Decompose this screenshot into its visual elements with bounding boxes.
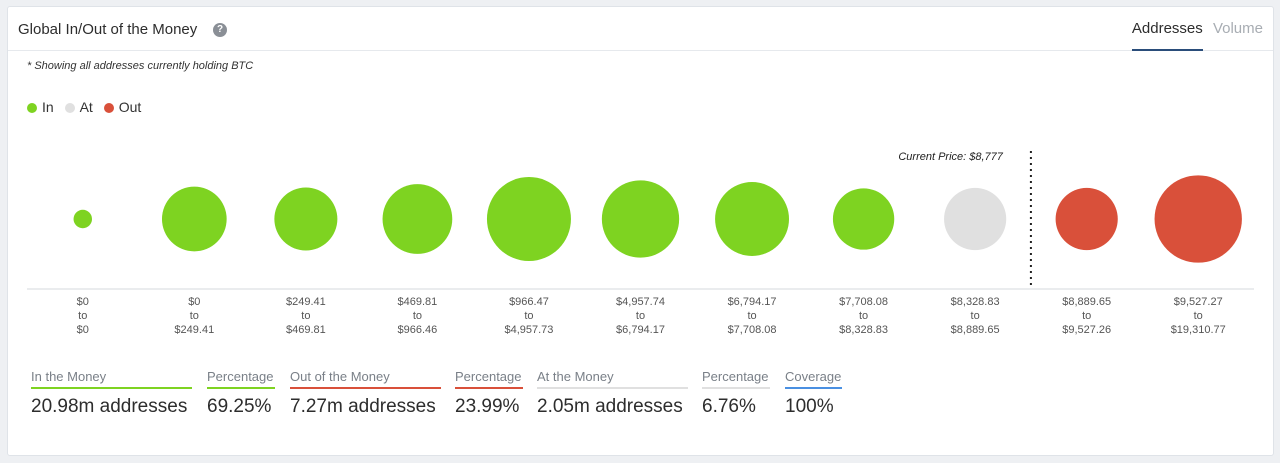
- summary-in-value: 20.98m addresses: [31, 396, 188, 417]
- legend-out-dot: [103, 103, 114, 113]
- summary-coverage: Coverage 100%: [785, 369, 842, 418]
- bubble-in[interactable]: [382, 184, 453, 254]
- legend-at-dot: [64, 103, 75, 113]
- summary-out-pct-value: 23.99%: [455, 396, 520, 417]
- x-tick-label: $0: [188, 296, 200, 308]
- bubble-out[interactable]: [1055, 187, 1118, 251]
- summary-at-value: 2.05m addresses: [537, 396, 683, 417]
- bubble-in[interactable]: [832, 188, 895, 250]
- x-tick-label: $8,889.65: [951, 324, 1000, 336]
- summary-out-pct-label: Percentage: [455, 369, 523, 389]
- x-tick-label: $0: [77, 296, 89, 308]
- x-tick-label: to: [190, 310, 199, 322]
- x-tick-label: $966.47: [509, 296, 549, 308]
- x-tick-label: to: [301, 310, 310, 322]
- summary-out-label: Out of the Money: [290, 369, 441, 389]
- summary-coverage-value: 100%: [785, 396, 834, 417]
- card-header: Global In/Out of the Money ? Addresses V…: [8, 7, 1273, 51]
- summary-at-pct-label: Percentage: [702, 369, 770, 389]
- summary-at-label: At the Money: [537, 369, 688, 389]
- x-tick-label: to: [1194, 310, 1203, 322]
- card-title: Global In/Out of the Money: [18, 21, 198, 38]
- question-circle-icon[interactable]: ?: [213, 23, 227, 37]
- x-tick-label: $7,708.08: [728, 324, 777, 336]
- legend-item-in[interactable]: In: [27, 99, 54, 115]
- summary-out-percentage: Percentage 23.99%: [455, 369, 523, 418]
- x-tick-label: $8,889.65: [1062, 296, 1111, 308]
- legend-in-label: In: [42, 99, 54, 115]
- bubble-in[interactable]: [161, 186, 227, 252]
- bubble-in[interactable]: [601, 180, 680, 258]
- bubble-out[interactable]: [1154, 175, 1242, 263]
- legend-out-label: Out: [118, 99, 142, 115]
- x-tick-label: $6,794.17: [616, 324, 665, 336]
- bubble-in[interactable]: [715, 182, 790, 256]
- summary-at-the-money: At the Money 2.05m addresses: [537, 369, 688, 418]
- x-tick-label: $9,527.27: [1174, 296, 1223, 308]
- bubble-in[interactable]: [274, 187, 338, 251]
- tab-volume[interactable]: Volume: [1212, 20, 1263, 37]
- tab-bar: Addresses Volume: [1126, 20, 1263, 51]
- x-tick-label: $0: [77, 324, 89, 336]
- x-tick-label: to: [78, 310, 87, 322]
- x-tick-label: $6,794.17: [728, 296, 777, 308]
- legend-item-out[interactable]: Out: [103, 99, 142, 115]
- x-tick-label: $19,310.77: [1171, 324, 1226, 336]
- summary-in-percentage: Percentage 69.25%: [207, 369, 275, 418]
- x-tick-label: $469.81: [286, 324, 326, 336]
- x-tick-label: $469.81: [398, 296, 438, 308]
- tab-addresses[interactable]: Addresses: [1131, 20, 1203, 51]
- summary-in-pct-value: 69.25%: [207, 396, 272, 417]
- legend-item-at[interactable]: At: [64, 99, 93, 115]
- x-tick-label: $249.41: [286, 296, 326, 308]
- summary-in-label: In the Money: [31, 369, 192, 389]
- bubble-in[interactable]: [486, 177, 571, 261]
- x-tick-label: to: [747, 310, 756, 322]
- x-tick-label: to: [971, 310, 980, 322]
- x-tick-label: $249.41: [174, 324, 214, 336]
- x-tick-label: $8,328.83: [951, 296, 1000, 308]
- summary-out-of-the-money: Out of the Money 7.27m addresses: [290, 369, 441, 418]
- x-tick-label: $966.46: [398, 324, 438, 336]
- bubble-in[interactable]: [73, 209, 93, 229]
- chart-legend: In At Out: [27, 99, 148, 115]
- summary-in-pct-label: Percentage: [207, 369, 275, 389]
- x-tick-label: to: [524, 310, 533, 322]
- x-tick-label: to: [413, 310, 422, 322]
- x-tick-label: to: [859, 310, 868, 322]
- legend-at-label: At: [79, 99, 93, 115]
- summary-at-percentage: Percentage 6.76%: [702, 369, 770, 418]
- holding-note: * Showing all addresses currently holdin…: [27, 60, 254, 72]
- x-tick-label: $4,957.74: [616, 296, 665, 308]
- bubble-at[interactable]: [944, 187, 1007, 251]
- summary-coverage-label: Coverage: [785, 369, 842, 389]
- legend-in-dot: [27, 103, 37, 113]
- summary-at-pct-value: 6.76%: [702, 396, 756, 417]
- summary-out-value: 7.27m addresses: [290, 396, 436, 417]
- x-tick-label: to: [1082, 310, 1091, 322]
- x-tick-label: $8,328.83: [839, 324, 888, 336]
- summary-in-the-money: In the Money 20.98m addresses: [31, 369, 192, 418]
- x-tick-label: $7,708.08: [839, 296, 888, 308]
- x-tick-label: $4,957.73: [504, 324, 553, 336]
- x-tick-label: $9,527.26: [1062, 324, 1111, 336]
- current-price-label: Current Price: $8,777: [898, 151, 1003, 163]
- x-tick-label: to: [636, 310, 645, 322]
